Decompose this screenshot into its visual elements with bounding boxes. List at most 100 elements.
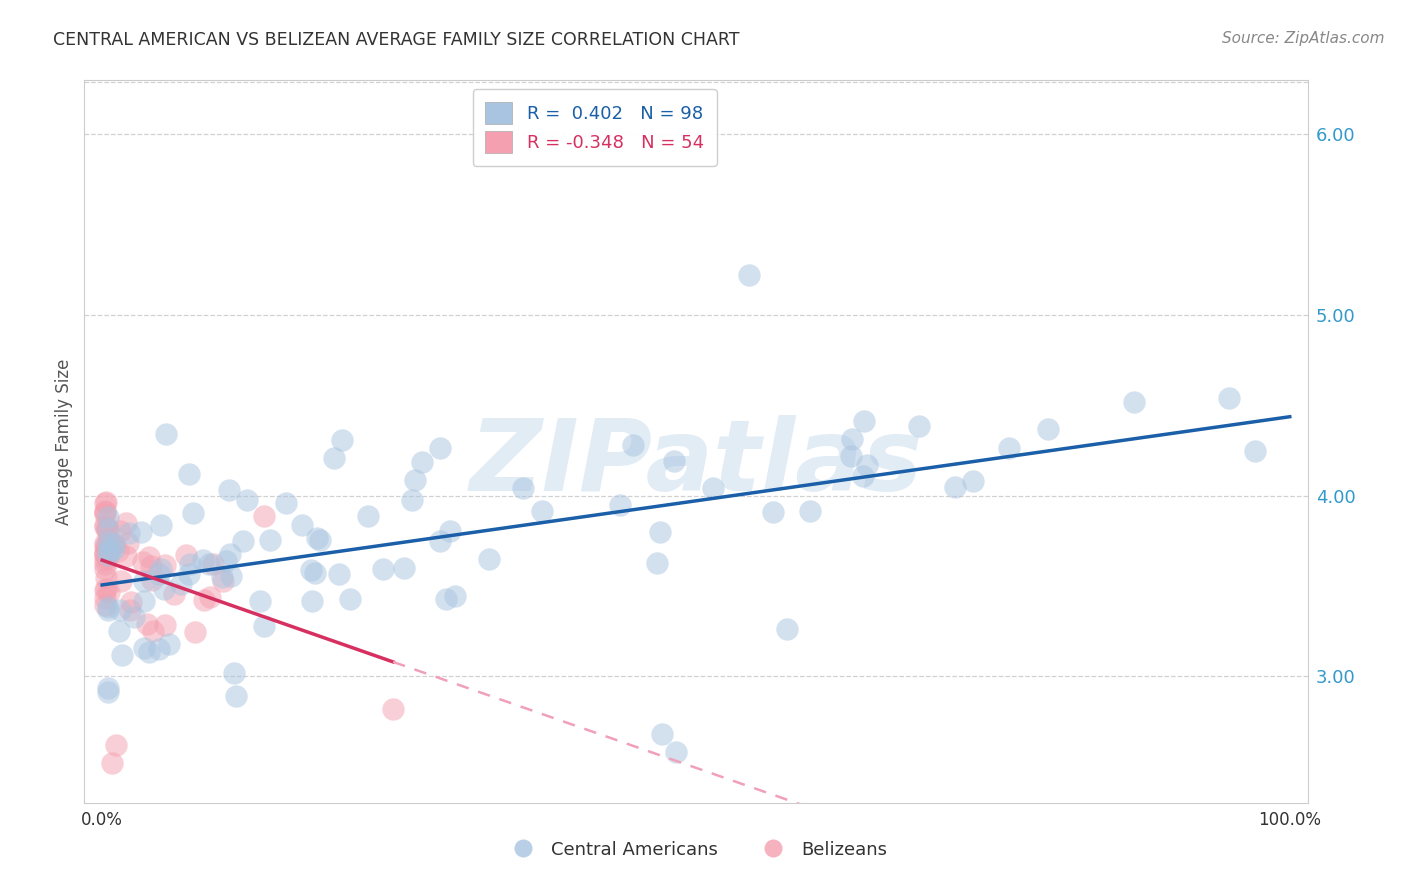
Point [118, 603, 141, 617]
Point [94, 553, 117, 567]
Point [305, 531, 328, 545]
Point [93, 547, 115, 561]
Point [799, 504, 821, 518]
Point [429, 441, 451, 455]
Point [170, 577, 193, 591]
Text: Source: ZipAtlas.com: Source: ZipAtlas.com [1222, 31, 1385, 46]
Point [193, 552, 215, 566]
Point [93, 548, 115, 562]
Point [134, 640, 156, 655]
Point [274, 496, 297, 510]
Point [401, 493, 423, 508]
Point [129, 524, 152, 539]
Legend: Central Americans, Belizeans: Central Americans, Belizeans [498, 834, 894, 866]
Point [100, 756, 122, 770]
Point [110, 648, 132, 663]
Point [107, 544, 129, 558]
Point [98, 544, 121, 558]
Point [93, 591, 115, 606]
Point [149, 518, 172, 533]
Point [96, 550, 118, 565]
Point [97, 541, 120, 556]
Point [962, 474, 984, 488]
Point [512, 481, 534, 495]
Point [439, 524, 461, 538]
Point [141, 573, 163, 587]
Point [232, 533, 254, 548]
Point [107, 624, 129, 639]
Point [308, 533, 330, 548]
Point [1038, 422, 1060, 436]
Point [404, 473, 426, 487]
Point [853, 414, 876, 428]
Point [157, 637, 180, 651]
Point [132, 593, 155, 607]
Point [198, 590, 221, 604]
Point [839, 449, 862, 463]
Point [94, 504, 117, 518]
Y-axis label: Average Family Size: Average Family Size [55, 359, 73, 524]
Point [198, 557, 221, 571]
Point [97, 548, 120, 562]
Point [93, 582, 115, 597]
Point [132, 555, 155, 569]
Point [998, 441, 1021, 455]
Point [219, 569, 242, 583]
Point [97, 534, 120, 549]
Point [621, 438, 644, 452]
Point [177, 566, 200, 581]
Point [93, 539, 115, 553]
Point [181, 506, 204, 520]
Point [97, 585, 120, 599]
Point [93, 557, 115, 571]
Point [371, 562, 394, 576]
Point [138, 550, 160, 565]
Point [153, 582, 176, 596]
Point [259, 533, 281, 547]
Point [434, 591, 457, 606]
Point [236, 493, 259, 508]
Point [648, 524, 671, 539]
Point [93, 496, 115, 510]
Point [478, 552, 501, 566]
Point [93, 518, 115, 533]
Point [150, 562, 173, 576]
Point [856, 458, 879, 472]
Point [118, 526, 141, 541]
Point [177, 467, 200, 481]
Point [392, 561, 415, 575]
Point [94, 582, 117, 596]
Point [429, 534, 451, 549]
Point [153, 617, 176, 632]
Point [943, 480, 966, 494]
Point [97, 685, 120, 699]
Point [96, 521, 118, 535]
Point [110, 574, 132, 589]
Point [94, 570, 117, 584]
Point [762, 505, 785, 519]
Point [97, 533, 120, 547]
Point [444, 589, 467, 603]
Point [651, 727, 673, 741]
Point [184, 624, 207, 639]
Point [103, 537, 125, 551]
Point [163, 587, 186, 601]
Point [907, 419, 929, 434]
Point [1122, 395, 1144, 409]
Point [201, 557, 224, 571]
Point [114, 549, 136, 564]
Point [665, 745, 688, 759]
Text: ZIPatlas: ZIPatlas [470, 415, 922, 512]
Point [212, 574, 235, 588]
Point [96, 495, 118, 509]
Point [776, 622, 799, 636]
Point [179, 558, 201, 572]
Point [135, 617, 157, 632]
Point [138, 645, 160, 659]
Point [97, 509, 120, 524]
Point [120, 595, 142, 609]
Point [155, 426, 177, 441]
Point [97, 681, 120, 695]
Point [97, 603, 120, 617]
Point [94, 504, 117, 518]
